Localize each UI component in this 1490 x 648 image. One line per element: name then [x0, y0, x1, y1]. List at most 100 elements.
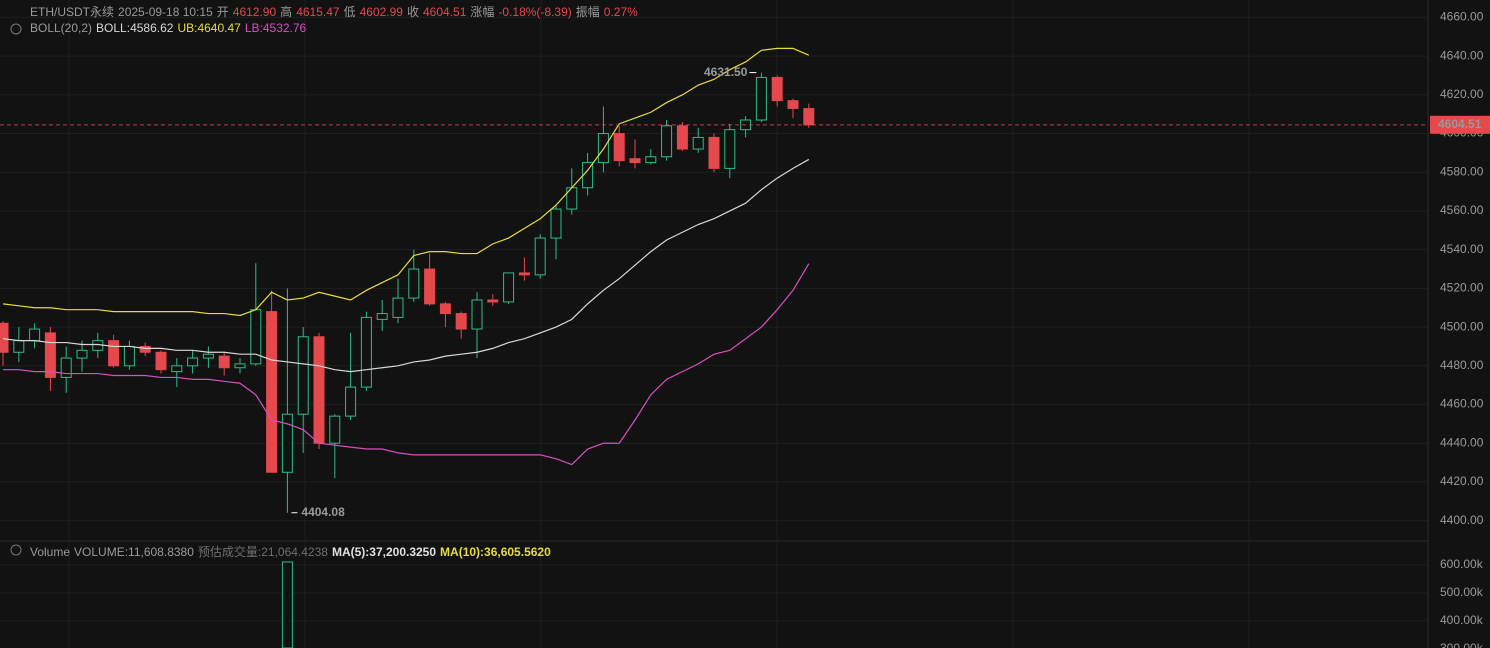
y-tick-label: 4660.00 [1440, 10, 1484, 24]
volume-title: Volume [30, 545, 71, 559]
candle-body [487, 299, 499, 303]
indicator-header: BOLL(20,2) BOLL:4586.62 UB:4640.47 LB:4532.… [30, 21, 310, 35]
candle-body [503, 272, 515, 303]
y-tick-label: 500.00k [1440, 585, 1484, 599]
y-tick-label: 4480.00 [1440, 358, 1484, 372]
legend-entry: LB:4532.76 [244, 21, 307, 35]
y-tick-label: 4640.00 [1440, 48, 1484, 62]
min-price-label: 4404.08 [301, 505, 345, 519]
candle-body [187, 357, 199, 367]
field-label: 低 [343, 5, 356, 19]
candle-body [360, 316, 372, 388]
legend-entry: BOLL:4586.62 [96, 21, 174, 35]
candle-body [234, 363, 246, 369]
candle-body [345, 386, 357, 417]
candle-body [266, 311, 278, 473]
field-label: 涨幅 [470, 5, 495, 19]
candle-body [708, 136, 720, 169]
boll-line [3, 263, 810, 466]
candle-body [376, 313, 388, 320]
candle-body [329, 415, 341, 444]
candle-body [613, 133, 625, 162]
last-price-tag [1430, 115, 1490, 134]
field-label: 振幅 [575, 5, 600, 19]
field-value: 4612.90 [232, 5, 277, 19]
candle-body [771, 76, 783, 102]
candle-body [550, 208, 562, 239]
candle-body [29, 328, 41, 342]
candle-body [123, 345, 135, 367]
candle-body [455, 313, 467, 330]
candle-body [755, 76, 767, 121]
price-header: ETH/USDT永续 2025-09-18 10:15 开 4612.90 高 4615.… [30, 3, 642, 20]
y-tick-label: 400.00k [1440, 613, 1484, 627]
volume-bar [281, 561, 293, 648]
max-price-label: 4631.50 [704, 65, 748, 79]
y-tick-label: 4580.00 [1440, 164, 1484, 178]
y-tick-label: 4540.00 [1440, 242, 1484, 256]
candle-body [803, 108, 815, 126]
y-tick-label: 4420.00 [1440, 474, 1484, 488]
volume-header: Volume VOLUME:11,608.8380 预估成交量:21,064.423… [30, 543, 555, 560]
volume-field: MA(5):37,200.3250 [331, 545, 437, 559]
field-value: -0.18%(-8.39) [498, 5, 572, 19]
vertical-grid [68, 0, 1250, 648]
field-value: 4604.51 [423, 5, 467, 19]
candle-body [171, 365, 183, 373]
volume-field: VOLUME:11,608.8380 [74, 545, 194, 559]
candle-body [661, 125, 673, 158]
candle-body [139, 345, 151, 353]
candle-body [676, 125, 688, 150]
candle-body [44, 332, 56, 378]
field-label: 开 [216, 5, 229, 19]
candle-body [313, 336, 325, 444]
y-tick-label: 4500.00 [1440, 319, 1484, 333]
candle-body [471, 299, 483, 330]
candle-body [297, 336, 309, 415]
candle-body [13, 340, 25, 353]
datetime: 2025-09-18 10:15 [118, 5, 213, 19]
candle-body [202, 353, 214, 359]
candle-body [787, 100, 799, 109]
candle-body [76, 349, 88, 359]
candle-body [408, 268, 420, 299]
candle-body [629, 158, 641, 164]
candle-body [60, 357, 72, 378]
volume-field: 预估成交量:21,064.4238 [197, 545, 328, 559]
y-tick-label: 4440.00 [1440, 435, 1484, 449]
volume-field: MA(10):36,605.5620 [440, 545, 551, 559]
y-tick-label: 4560.00 [1440, 203, 1484, 217]
y-tick-label: 600.00k [1440, 557, 1484, 571]
candle-body [518, 272, 530, 276]
y-tick-label: 4520.00 [1440, 281, 1484, 295]
candle-body [218, 355, 230, 369]
field-label: 高 [280, 5, 293, 19]
y-tick-label: 300.00k [1440, 641, 1484, 648]
y-tick-label: 4400.00 [1440, 513, 1484, 527]
candle-body [281, 413, 293, 473]
last-price-label: 4604.51 [1438, 117, 1482, 131]
candle-body [534, 237, 546, 276]
settings-icon[interactable] [10, 544, 22, 556]
field-label: 收 [406, 5, 419, 19]
field-value: 4615.47 [296, 5, 340, 19]
candle-body [392, 297, 404, 318]
candle-body [424, 268, 436, 305]
legend-entry: UB:4640.47 [177, 21, 241, 35]
indicator-name: BOLL(20,2) [30, 21, 93, 35]
symbol: ETH/USDT永续 [30, 5, 115, 19]
candle-body [439, 303, 451, 315]
settings-icon[interactable] [10, 23, 22, 35]
candle-body [155, 351, 167, 371]
y-tick-label: 4620.00 [1440, 87, 1484, 101]
boll-line [2, 158, 810, 373]
candle-body [645, 156, 657, 164]
y-tick-label: 4460.00 [1440, 397, 1484, 411]
boll-line [2, 47, 810, 317]
field-value: 4602.99 [359, 5, 403, 19]
candle-body [0, 322, 9, 353]
candle-body [724, 129, 736, 169]
field-value: 0.27% [603, 5, 638, 19]
